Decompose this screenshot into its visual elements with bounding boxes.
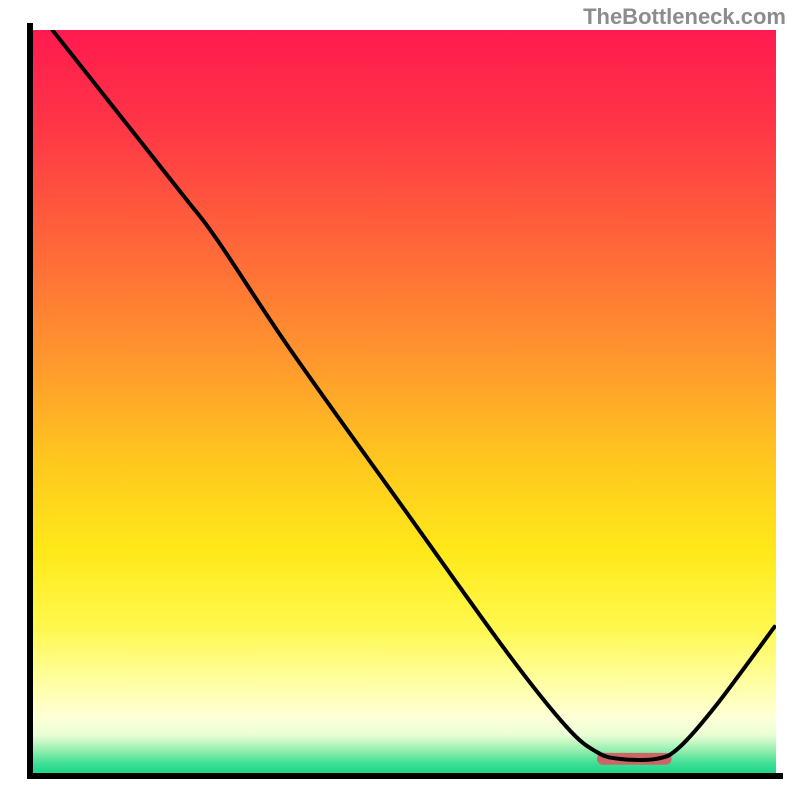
chart-container: TheBottleneck.com [0,0,800,800]
plot-area [30,30,776,776]
bottleneck-chart [0,0,800,800]
watermark-text: TheBottleneck.com [583,4,786,30]
